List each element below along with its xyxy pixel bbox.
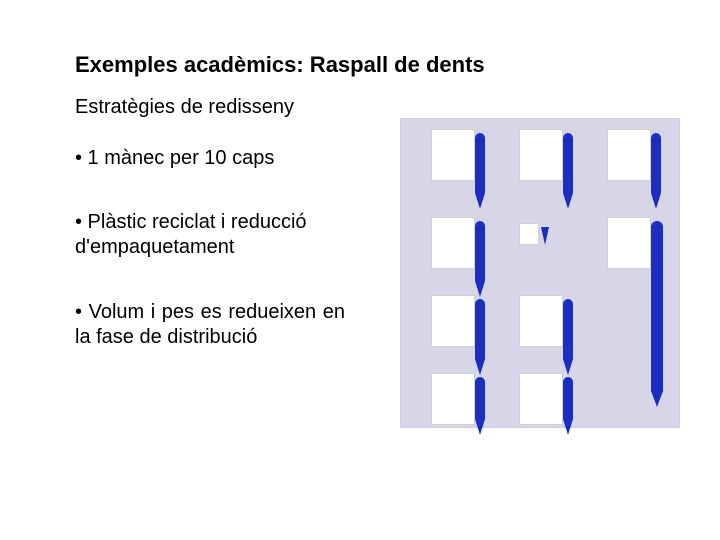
- brush-handle: [563, 133, 573, 193]
- brush-head-small: [519, 223, 539, 245]
- bullet-2: • Plàstic reciclat i reducció d'empaquet…: [75, 210, 345, 260]
- brush-head: [431, 129, 475, 181]
- brush-handle-long: [651, 221, 663, 391]
- brush-head: [519, 373, 563, 425]
- slide-subtitle: Estratègies de redisseny: [75, 96, 294, 119]
- brush-head: [607, 129, 651, 181]
- brush-handle: [651, 133, 661, 193]
- brush-head: [431, 295, 475, 347]
- slide-title: Exemples acadèmics: Raspall de dents: [75, 52, 485, 78]
- brush-handle: [563, 377, 573, 419]
- brush-handle: [475, 377, 485, 419]
- bullet-1: • 1 mànec per 10 caps: [75, 146, 345, 171]
- brush-handle: [475, 133, 485, 193]
- brush-head: [607, 217, 651, 269]
- brush-handle: [475, 221, 485, 281]
- brush-tip-small: [541, 227, 549, 245]
- brush-head: [519, 129, 563, 181]
- bullet-3: • Volum i pes es redueixen en la fase de…: [75, 300, 345, 350]
- brush-handle: [563, 299, 573, 359]
- brush-head: [431, 373, 475, 425]
- brush-handle: [475, 299, 485, 359]
- toothbrush-figure: [400, 118, 680, 428]
- brush-head: [431, 217, 475, 269]
- brush-head: [519, 295, 563, 347]
- slide: Exemples acadèmics: Raspall de dents Est…: [0, 0, 720, 540]
